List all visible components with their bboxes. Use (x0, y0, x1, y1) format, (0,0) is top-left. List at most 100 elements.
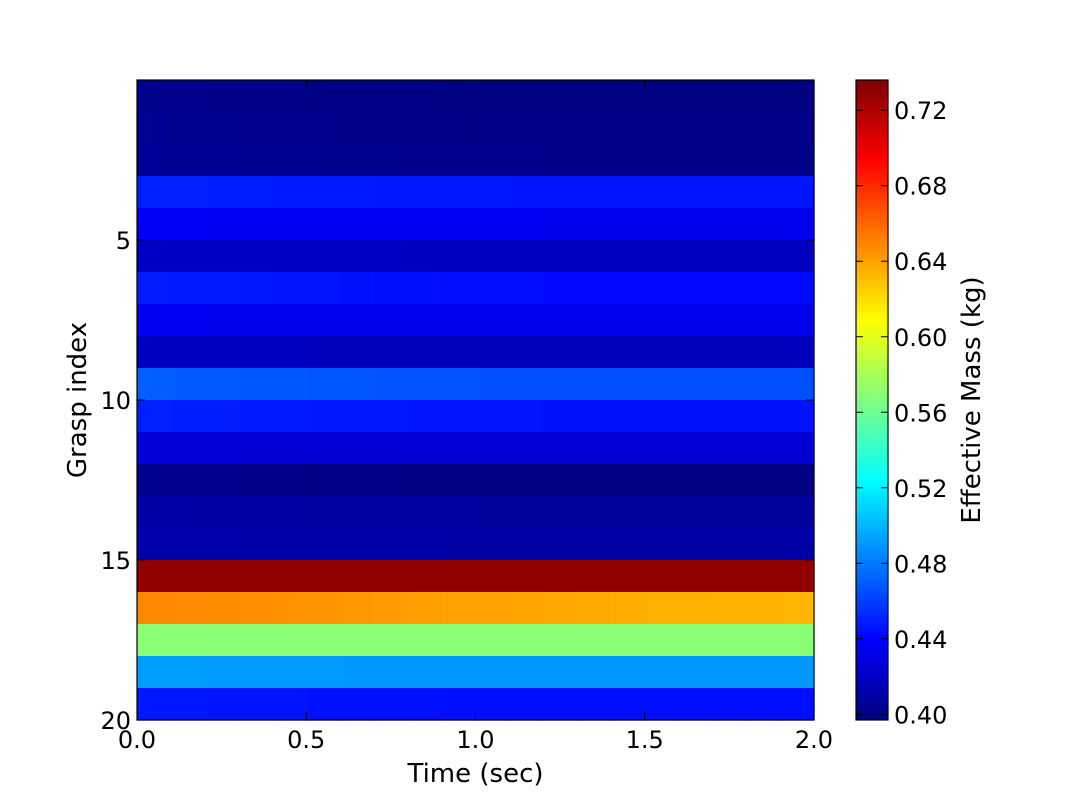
heatmap-cell (780, 144, 815, 177)
colorbar-step (856, 592, 888, 596)
colorbar-step (856, 595, 888, 598)
heatmap-cell (204, 176, 240, 209)
heatmap-cell (712, 368, 747, 401)
heatmap-cell (306, 208, 341, 241)
heatmap-cell (610, 176, 646, 209)
colorbar-step (856, 137, 888, 141)
colorbar-step (856, 230, 888, 233)
heatmap-cell (577, 176, 612, 209)
colorbar-step (856, 167, 888, 171)
heatmap-cell (441, 432, 477, 465)
heatmap-cell (373, 528, 409, 561)
heatmap-cell (340, 304, 375, 337)
heatmap-cell (272, 528, 307, 561)
heatmap-cell (340, 528, 375, 561)
heatmap-cell (306, 176, 341, 209)
colorbar-step (856, 445, 888, 448)
heatmap-cell (441, 400, 477, 433)
colorbar-step (856, 652, 888, 656)
heatmap-cell (746, 272, 781, 305)
heatmap-cell (340, 240, 375, 273)
colorbar-step (856, 145, 888, 148)
colorbar-step (856, 132, 888, 136)
heatmap-cell (780, 528, 815, 561)
x-tick-label: 2.0 (795, 726, 833, 754)
heatmap-cell (746, 336, 781, 369)
colorbar-step (856, 612, 888, 616)
colorbar-step (856, 135, 888, 138)
heatmap-cell (407, 208, 443, 241)
colorbar-step (856, 302, 888, 306)
heatmap-cell (509, 368, 544, 401)
heatmap-cell (441, 144, 477, 177)
colorbar-step (856, 290, 888, 293)
heatmap-cell (780, 176, 815, 209)
heatmap-cell (543, 528, 578, 561)
colorbar-step (856, 225, 888, 228)
heatmap-cell (712, 528, 747, 561)
heatmap-cell (137, 400, 172, 433)
colorbar-step (856, 282, 888, 286)
heatmap-cell (373, 240, 409, 273)
colorbar-step (856, 105, 888, 108)
colorbar-tick-label: 0.72 (894, 97, 947, 125)
heatmap-cell (475, 464, 510, 497)
colorbar-step (856, 265, 888, 268)
colorbar-step (856, 650, 888, 653)
heatmap-cell (678, 80, 714, 113)
colorbar-step (856, 637, 888, 641)
heatmap-cell (475, 112, 510, 145)
colorbar-tick-label: 0.56 (894, 399, 947, 427)
heatmap-cell (746, 400, 781, 433)
heatmap-cell (272, 592, 307, 625)
colorbar-step (856, 80, 888, 83)
colorbar-step (856, 377, 888, 381)
heatmap-cell (475, 592, 510, 625)
heatmap-cell (340, 112, 375, 145)
heatmap-cell (746, 144, 781, 177)
heatmap-cell (475, 496, 510, 529)
colorbar-step (856, 472, 888, 476)
colorbar-step (856, 150, 888, 153)
colorbar-step (856, 575, 888, 578)
heatmap-cell (780, 336, 815, 369)
heatmap-cell (340, 624, 375, 657)
heatmap-cell (407, 400, 443, 433)
heatmap-cell (509, 176, 544, 209)
colorbar-step (856, 460, 888, 463)
heatmap-cell (509, 464, 544, 497)
heatmap-cell (204, 496, 240, 529)
y-tick-label: 5 (116, 227, 131, 255)
heatmap-cell (170, 112, 206, 145)
heatmap-cell (644, 208, 680, 241)
colorbar-tick-label: 0.40 (894, 701, 947, 729)
heatmap-cell (306, 656, 341, 689)
colorbar-step (856, 155, 888, 158)
heatmap-cell (272, 208, 307, 241)
colorbar-step (856, 117, 888, 121)
colorbar-step (856, 525, 888, 528)
heatmap-cell (407, 336, 443, 369)
colorbar-step (856, 552, 888, 556)
heatmap-cell (306, 496, 341, 529)
colorbar-step (856, 582, 888, 586)
colorbar-step (856, 502, 888, 506)
heatmap-cell (272, 496, 307, 529)
colorbar-step (856, 542, 888, 546)
colorbar-step (856, 252, 888, 256)
colorbar-step (856, 272, 888, 276)
heatmap-cell (238, 560, 273, 593)
heatmap-cell (644, 592, 680, 625)
heatmap-cell (306, 240, 341, 273)
heatmap-cell (577, 464, 612, 497)
colorbar-step (856, 627, 888, 631)
colorbar-step (856, 715, 888, 718)
colorbar-step (856, 185, 888, 188)
colorbar-step (856, 242, 888, 246)
heatmap-cell (407, 656, 443, 689)
heatmap-cell (137, 240, 172, 273)
heatmap-cell (644, 272, 680, 305)
heatmap-cell (272, 432, 307, 465)
colorbar-step (856, 200, 888, 203)
heatmap-cell (475, 560, 510, 593)
